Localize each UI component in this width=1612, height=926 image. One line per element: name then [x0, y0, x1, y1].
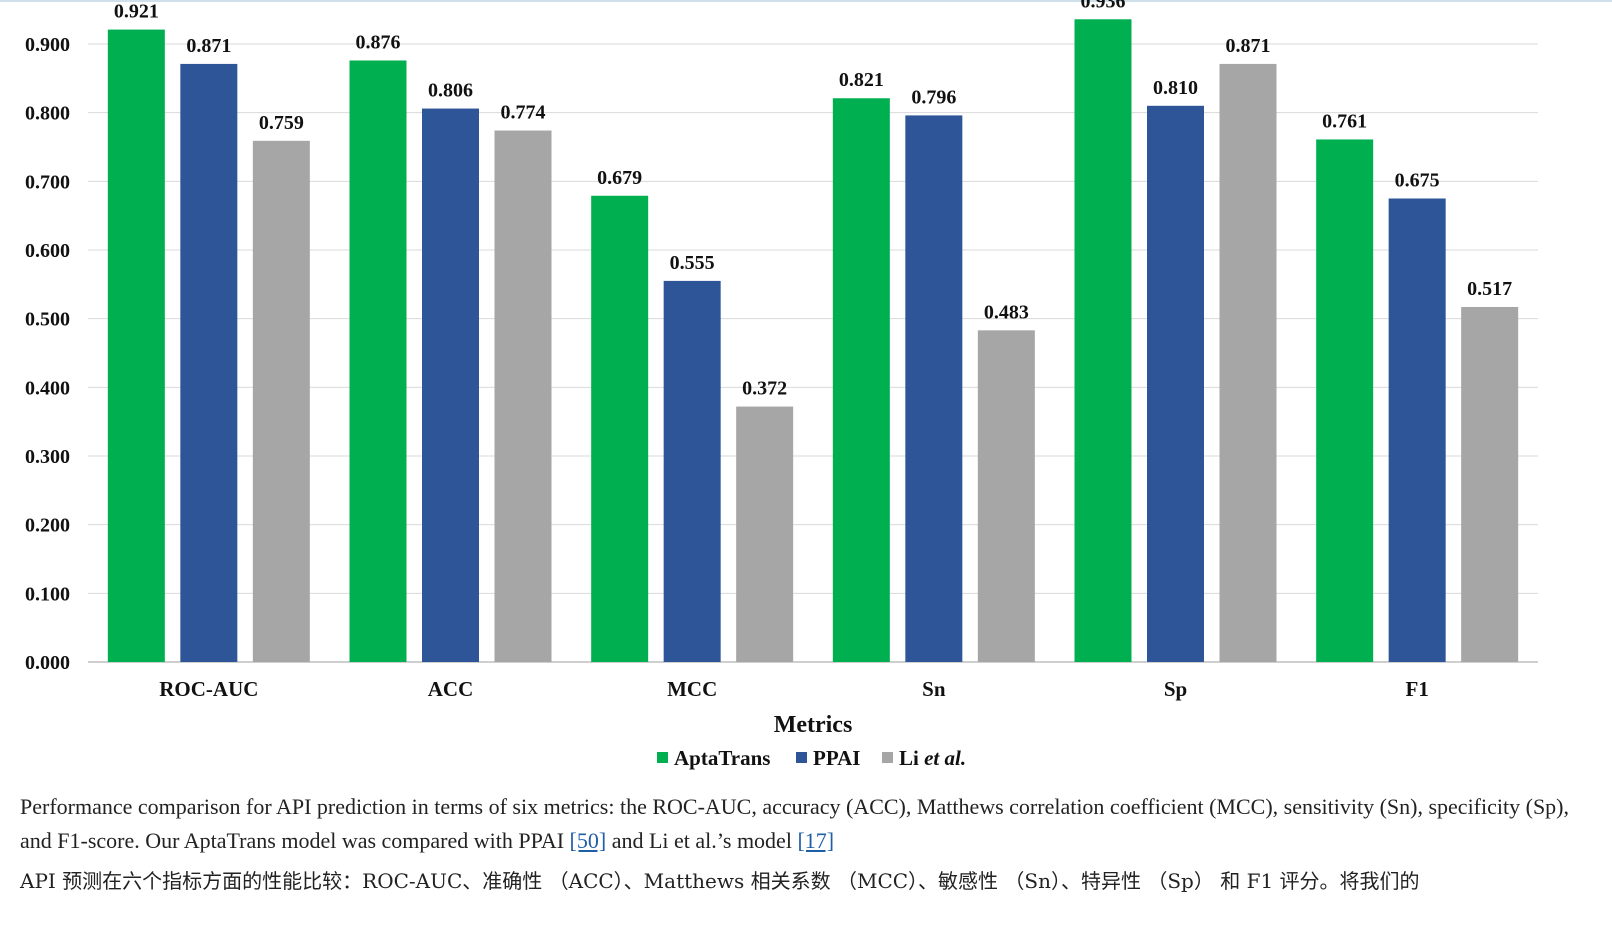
data-label: 0.871: [186, 35, 231, 57]
data-label: 0.774: [501, 102, 546, 124]
data-label: 0.921: [114, 1, 159, 23]
legend-swatch: [882, 752, 893, 763]
y-tick-label: 0.400: [25, 377, 70, 399]
data-label: 0.483: [984, 301, 1029, 323]
legend: AptaTrans PPAI Li et al.: [657, 746, 966, 770]
bars: [107, 19, 1519, 663]
data-label: 0.517: [1467, 278, 1512, 300]
y-tick-label: 0.000: [25, 652, 70, 674]
bar-f1-aptatrans: [1316, 139, 1374, 663]
y-tick-label: 0.700: [25, 171, 70, 193]
bar-f1-ppai: [1388, 198, 1446, 662]
x-tick-label: Sn: [922, 677, 946, 701]
bar-acc-ppai: [422, 108, 479, 662]
bar-mcc-ppai: [663, 280, 721, 662]
y-tick-label: 0.200: [25, 515, 70, 537]
y-tick-label: 0.800: [25, 103, 70, 125]
data-label: 0.796: [911, 86, 956, 108]
bar-sn-aptatrans: [832, 98, 890, 663]
y-tick-label: 0.300: [25, 446, 70, 468]
gridlines: [88, 43, 1538, 663]
data-label: 0.876: [356, 31, 401, 53]
data-label: 0.761: [1322, 110, 1367, 132]
bar-sp-aptatrans: [1074, 19, 1132, 662]
x-tick-label: F1: [1406, 677, 1429, 701]
y-tick-label: 0.900: [25, 34, 70, 56]
legend-swatch: [657, 752, 668, 763]
data-label: 0.679: [597, 167, 642, 189]
x-axis-title: Metrics: [774, 712, 853, 738]
bar-acc-aptatrans: [349, 60, 407, 663]
x-tick-label: ROC-AUC: [159, 677, 258, 701]
y-axis: 0.000 0.100 0.200 0.300 0.400 0.500 0.600 0.700…: [25, 34, 70, 674]
legend-swatch: [796, 752, 807, 763]
caption-text-mid: and Li et al.’s model: [606, 828, 798, 853]
y-tick-label: 0.100: [25, 583, 70, 605]
data-label: 0.806: [428, 80, 473, 102]
bar-sn-ppai: [905, 115, 963, 662]
data-label: 0.759: [259, 112, 304, 134]
bar-acc-li-et-al: [494, 130, 552, 662]
bar-sp-li-et-al: [1219, 63, 1277, 663]
y-tick-label: 0.500: [25, 309, 70, 331]
bar-mcc-li-et-al: [736, 406, 794, 662]
data-label: 0.555: [670, 252, 715, 274]
x-tick-label: MCC: [667, 677, 717, 701]
data-label: 0.821: [839, 69, 884, 91]
data-label: 0.936: [1081, 0, 1126, 12]
bar-roc-auc-li-et-al: [252, 140, 310, 662]
bar-sp-ppai: [1147, 105, 1204, 663]
bar-roc-auc-ppai: [180, 63, 238, 663]
bar-f1-li-et-al: [1461, 306, 1519, 662]
figure-caption-chinese: API 预测在六个指标方面的性能比较：ROC-AUC、准确性 （ACC）、Mat…: [20, 869, 1420, 893]
figure-caption-english: Performance comparison for API predictio…: [20, 790, 1590, 858]
bar-chart: 0.000 0.100 0.200 0.300 0.400 0.500 0.600 0.700…: [25, 0, 1538, 770]
data-label: 0.810: [1153, 77, 1198, 99]
reference-link-17[interactable]: [17]: [797, 828, 835, 853]
data-label: 0.675: [1395, 170, 1440, 192]
legend-label: Li et al.: [899, 746, 966, 770]
data-label: 0.871: [1226, 35, 1271, 57]
bar-mcc-aptatrans: [591, 195, 649, 662]
top-border: [0, 0, 1612, 2]
data-labels: 0.921 0.871 0.759 0.876 0.806 0.774 0.679 0.555…: [114, 0, 1512, 400]
caption-text: Performance comparison for API predictio…: [20, 794, 1570, 853]
bar-sn-li-et-al: [977, 330, 1035, 662]
legend-label: AptaTrans: [674, 746, 770, 770]
reference-link-50[interactable]: [50]: [569, 828, 607, 853]
y-tick-label: 0.600: [25, 240, 70, 262]
x-axis: ROC-AUC ACC MCC Sn Sp F1: [159, 677, 1429, 701]
x-tick-label: Sp: [1164, 677, 1187, 701]
data-label: 0.372: [742, 378, 787, 400]
x-tick-label: ACC: [428, 677, 474, 701]
legend-label: PPAI: [813, 746, 860, 770]
bar-roc-auc-aptatrans: [107, 29, 165, 662]
